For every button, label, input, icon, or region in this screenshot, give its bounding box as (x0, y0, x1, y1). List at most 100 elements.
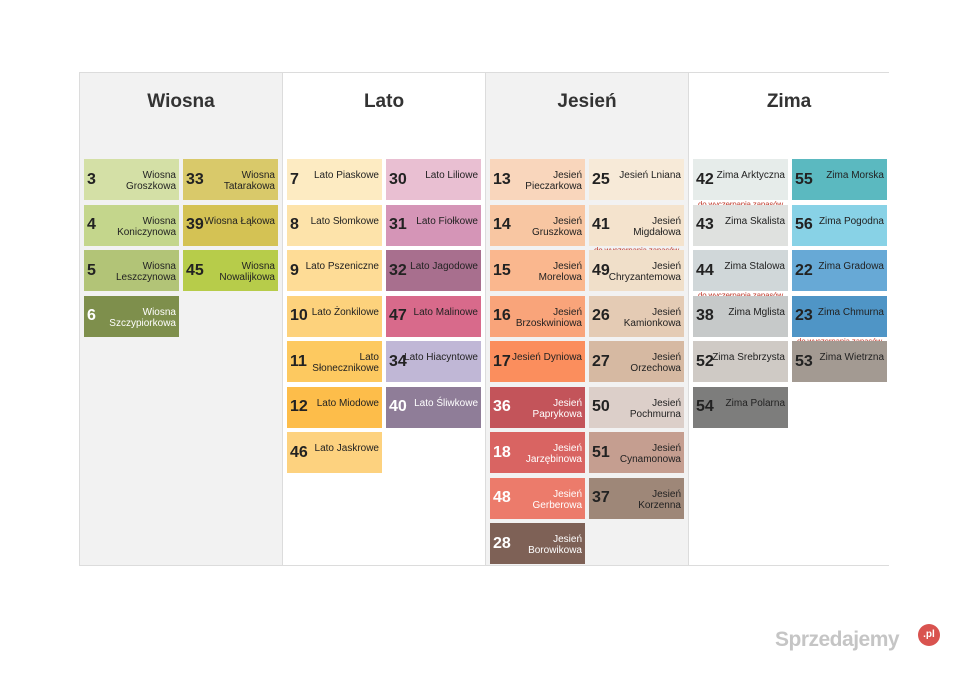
swatch-name: Jesień Pochmurna (629, 397, 681, 420)
color-swatch[interactable]: 56 Zima Pogodna (792, 204, 887, 246)
color-swatch[interactable]: 5 Wiosna Leszczynowa (84, 250, 179, 291)
color-swatch[interactable]: 6 Wiosna Szczypiorkowa (84, 295, 179, 337)
color-swatch[interactable]: 46 Lato Jaskrowe (287, 432, 382, 473)
color-swatch[interactable]: 52 Zima Srebrzysta (693, 341, 788, 382)
swatch-name: Zima Wietrzna (819, 352, 884, 363)
color-swatch[interactable]: 49 Jesień Chryzantemowa (589, 250, 684, 291)
color-swatch[interactable]: 8 Lato Słomkowe (287, 204, 382, 246)
color-swatch[interactable]: 47 Lato Malinowe (386, 295, 481, 337)
swatch-number: 47 (389, 307, 407, 324)
color-swatch[interactable]: 55 Zima Morska (792, 159, 887, 200)
color-swatch[interactable]: 53 Zima Wietrzna (792, 341, 887, 382)
swatch-name: Jesień Lniana (619, 170, 681, 181)
swatch-name: Lato Liliowe (425, 170, 478, 181)
color-swatch[interactable]: 27 Jesień Orzechowa (589, 341, 684, 382)
color-swatch[interactable]: 31 Lato Fiołkowe (386, 204, 481, 246)
color-swatch[interactable]: 45 Wiosna Nowalijkowa (183, 250, 278, 291)
color-swatch[interactable]: 16 Jesień Brzoskwiniowa (490, 295, 585, 337)
swatch-number: 40 (389, 398, 407, 415)
color-swatch[interactable]: 50 Jesień Pochmurna (589, 386, 684, 428)
color-swatch[interactable]: 39 Wiosna Łąkowa (183, 204, 278, 246)
color-swatch[interactable]: 22 Zima Gradowa (792, 250, 887, 291)
color-swatch[interactable]: 34 Lato Hiacyntowe (386, 341, 481, 382)
swatch-name: Jesień Cynamonowa (619, 443, 681, 465)
swatch-name: Jesień Paprykowa (532, 397, 582, 420)
swatch-number: 45 (186, 261, 204, 279)
swatch-name: Zima Polarna (725, 397, 785, 409)
color-swatch[interactable]: 17 Jesień Dyniowa (490, 341, 585, 382)
swatch-name: Lato Śliwkowe (414, 397, 478, 409)
swatch-name: Lato Malinowe (413, 306, 478, 318)
swatch-number: 37 (592, 489, 610, 506)
swatch-number: 36 (493, 398, 511, 415)
color-swatch[interactable]: 3 Wiosna Groszkowa (84, 159, 179, 200)
swatch-column: 13 Jesień Pieczarkowa 14 Jesień Gruszkowa 15… (490, 159, 585, 569)
season-lato: Lato 7 Lato Piaskowe 8 Lato Słomkowe 9 Lato Ps… (283, 73, 486, 565)
swatch-name: Lato Jaskrowe (314, 443, 379, 454)
color-swatch[interactable]: 54 Zima Polarna (693, 386, 788, 428)
color-swatch[interactable]: 25 Jesień Lniana (589, 159, 684, 200)
color-swatch[interactable]: 14 Jesień Gruszkowa (490, 204, 585, 246)
color-swatch[interactable]: 43 Zima Skalista (693, 204, 788, 246)
color-swatch[interactable]: 10 Lato Żonkilowe (287, 295, 382, 337)
swatch-number: 7 (290, 170, 299, 188)
color-swatch[interactable]: 9 Lato Pszeniczne (287, 250, 382, 291)
swatch-number: 50 (592, 398, 610, 415)
color-swatch[interactable]: 33 Wiosna Tatarakowa (183, 159, 278, 200)
color-swatch[interactable]: 37 Jesień Korzenna (589, 477, 684, 519)
swatch-name: Zima Pogodna (818, 215, 884, 227)
swatch-name: Wiosna Groszkowa (125, 170, 176, 192)
color-swatch[interactable]: 51 Jesień Cynamonowa (589, 432, 684, 473)
swatch-number: 16 (493, 307, 511, 324)
swatch-name: Zima Stalowa (724, 261, 785, 272)
swatch-number: 54 (696, 398, 714, 415)
swatch-name: Wiosna Tatarakowa (223, 170, 275, 192)
swatch-name: Wiosna Nowalijkowa (219, 261, 275, 283)
color-swatch[interactable]: 4 Wiosna Koniczynowa (84, 204, 179, 246)
watermark-badge: .pl (918, 624, 940, 646)
color-swatch[interactable]: 40 Lato Śliwkowe (386, 386, 481, 428)
swatch-name: Jesień Gerberowa (532, 488, 582, 511)
color-swatch[interactable]: 18 Jesień Jarzębinowa (490, 432, 585, 473)
swatch-name: Jesień Migdałowa (633, 215, 681, 238)
color-swatch[interactable]: 48 Jesień Gerberowa (490, 477, 585, 519)
swatch-number: 18 (493, 443, 511, 461)
swatch-number: 25 (592, 170, 610, 188)
color-swatch[interactable]: 32 Lato Jagodowe (386, 250, 481, 291)
swatch-number: 23 (795, 307, 813, 324)
color-swatch[interactable]: 12 Lato Miodowe (287, 386, 382, 428)
swatch-number: 38 (696, 307, 714, 324)
swatch-name: Jesień Borowikowa (528, 534, 582, 556)
swatch-number: 14 (493, 216, 511, 233)
swatch-number: 27 (592, 352, 610, 370)
swatch-name: Jesień Dyniowa (511, 352, 582, 363)
season-jesień: Jesień 13 Jesień Pieczarkowa 14 Jesień Grusz… (486, 73, 689, 565)
swatch-number: 39 (186, 216, 204, 233)
color-swatch[interactable]: 7 Lato Piaskowe (287, 159, 382, 200)
swatch-name: Jesień Jarzębinowa (525, 443, 582, 465)
color-swatch[interactable]: 36 Jesień Paprykowa (490, 386, 585, 428)
swatch-name: Lato Jagodowe (410, 261, 478, 272)
swatch-number: 13 (493, 170, 511, 188)
swatch-number: 12 (290, 398, 308, 415)
swatch-name: Lato Miodowe (316, 397, 379, 409)
swatch-name: Jesień Gruszkowa (531, 215, 582, 238)
swatch-number: 48 (493, 489, 511, 506)
swatch-number: 5 (87, 261, 96, 279)
swatch-name: Jesień Orzechowa (630, 352, 681, 374)
color-swatch[interactable]: 26 Jesień Kamionkowa (589, 295, 684, 337)
color-swatch[interactable]: 11 Lato Słonecznikowe (287, 341, 382, 382)
color-swatch[interactable]: 30 Lato Liliowe (386, 159, 481, 200)
color-swatch[interactable]: 38 Zima Mglista (693, 295, 788, 337)
swatch-name: Lato Pszeniczne (305, 261, 379, 272)
color-swatch[interactable]: 15 Jesień Morelowa (490, 250, 585, 291)
color-swatch[interactable]: 28 Jesień Borowikowa (490, 523, 585, 564)
swatch-number: 42 (696, 170, 714, 188)
color-swatch[interactable]: 13 Jesień Pieczarkowa (490, 159, 585, 200)
